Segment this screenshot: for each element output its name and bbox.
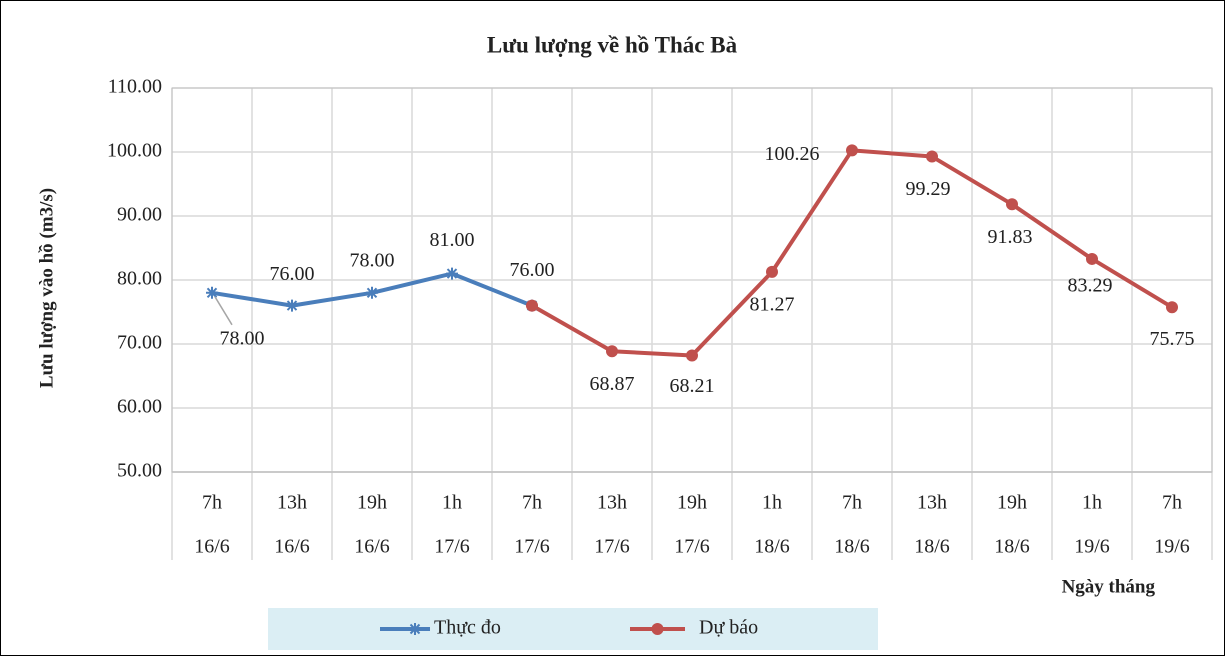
point xyxy=(846,144,858,157)
x-tick-label: 19/6 xyxy=(1154,536,1190,558)
x-tick-label: 16/6 xyxy=(354,536,390,558)
y-axis-label: Lưu lượng vào hồ (m3/s) xyxy=(36,188,57,388)
x-tick-label: 18/6 xyxy=(754,536,790,558)
data-label: 99.29 xyxy=(906,178,951,200)
point xyxy=(1086,252,1098,265)
x-axis-label: Ngày tháng xyxy=(1062,576,1156,597)
x-tick-label: 1h xyxy=(1082,492,1102,514)
x-tick-label: 1h xyxy=(762,492,782,514)
legend xyxy=(268,608,878,650)
y-tick-label: 110.00 xyxy=(108,76,162,98)
x-tick-label: 7h xyxy=(842,492,862,514)
data-label: 75.75 xyxy=(1150,328,1195,350)
y-tick-label: 80.00 xyxy=(117,268,162,290)
point xyxy=(766,265,778,278)
data-label: 68.87 xyxy=(590,373,635,395)
x-tick-label: 7h xyxy=(202,492,222,514)
y-tick-label: 60.00 xyxy=(117,396,162,418)
y-tick-label: 90.00 xyxy=(117,204,162,226)
legend-marker xyxy=(651,623,664,635)
data-label: 81.27 xyxy=(750,293,795,315)
point xyxy=(1006,198,1018,211)
data-label: 83.29 xyxy=(1068,275,1113,297)
x-tick-label: 7h xyxy=(1162,492,1182,514)
x-tick-label: 17/6 xyxy=(674,536,710,558)
data-label: 68.21 xyxy=(670,375,715,397)
x-tick-label: 19h xyxy=(997,492,1027,514)
x-tick-label: 19/6 xyxy=(1074,536,1110,558)
leader-line xyxy=(214,296,233,326)
legend-label: Thực đo xyxy=(434,617,501,639)
y-tick-label: 100.00 xyxy=(107,140,162,162)
x-tick-label: 19h xyxy=(357,492,387,514)
x-tick-label: 7h xyxy=(522,492,542,514)
point xyxy=(446,267,458,280)
point xyxy=(206,286,218,299)
data-label: 78.00 xyxy=(350,249,395,271)
x-tick-label: 13h xyxy=(597,492,627,514)
x-tick-label: 1h xyxy=(442,492,462,514)
point xyxy=(926,150,938,163)
y-tick-label: 50.00 xyxy=(117,460,162,482)
x-tick-label: 19h xyxy=(677,492,707,514)
legend-marker xyxy=(409,623,421,635)
x-tick-label: 17/6 xyxy=(594,536,630,558)
chart-title: Lưu lượng về hồ Thác Bà xyxy=(487,32,738,57)
data-label: 91.83 xyxy=(988,226,1033,248)
point xyxy=(1166,301,1178,314)
legend-label: Dự báo xyxy=(699,617,758,639)
data-label: 81.00 xyxy=(430,229,475,251)
x-tick-label: 17/6 xyxy=(514,536,550,558)
data-label: 78.00 xyxy=(220,327,265,349)
x-tick-label: 18/6 xyxy=(994,536,1030,558)
data-label: 76.00 xyxy=(510,259,555,281)
x-tick-label: 13h xyxy=(917,492,947,514)
data-label: 76.00 xyxy=(270,263,315,285)
x-tick-label: 13h xyxy=(277,492,307,514)
x-tick-label: 18/6 xyxy=(834,536,870,558)
point xyxy=(366,286,378,299)
point xyxy=(686,349,698,362)
point xyxy=(526,299,538,312)
x-tick-label: 16/6 xyxy=(274,536,310,558)
x-tick-label: 18/6 xyxy=(914,536,950,558)
x-tick-label: 17/6 xyxy=(434,536,470,558)
y-tick-label: 70.00 xyxy=(117,332,162,354)
x-tick-label: 16/6 xyxy=(194,536,230,558)
data-label: 100.26 xyxy=(765,143,820,165)
point xyxy=(286,299,298,312)
point xyxy=(606,345,618,358)
